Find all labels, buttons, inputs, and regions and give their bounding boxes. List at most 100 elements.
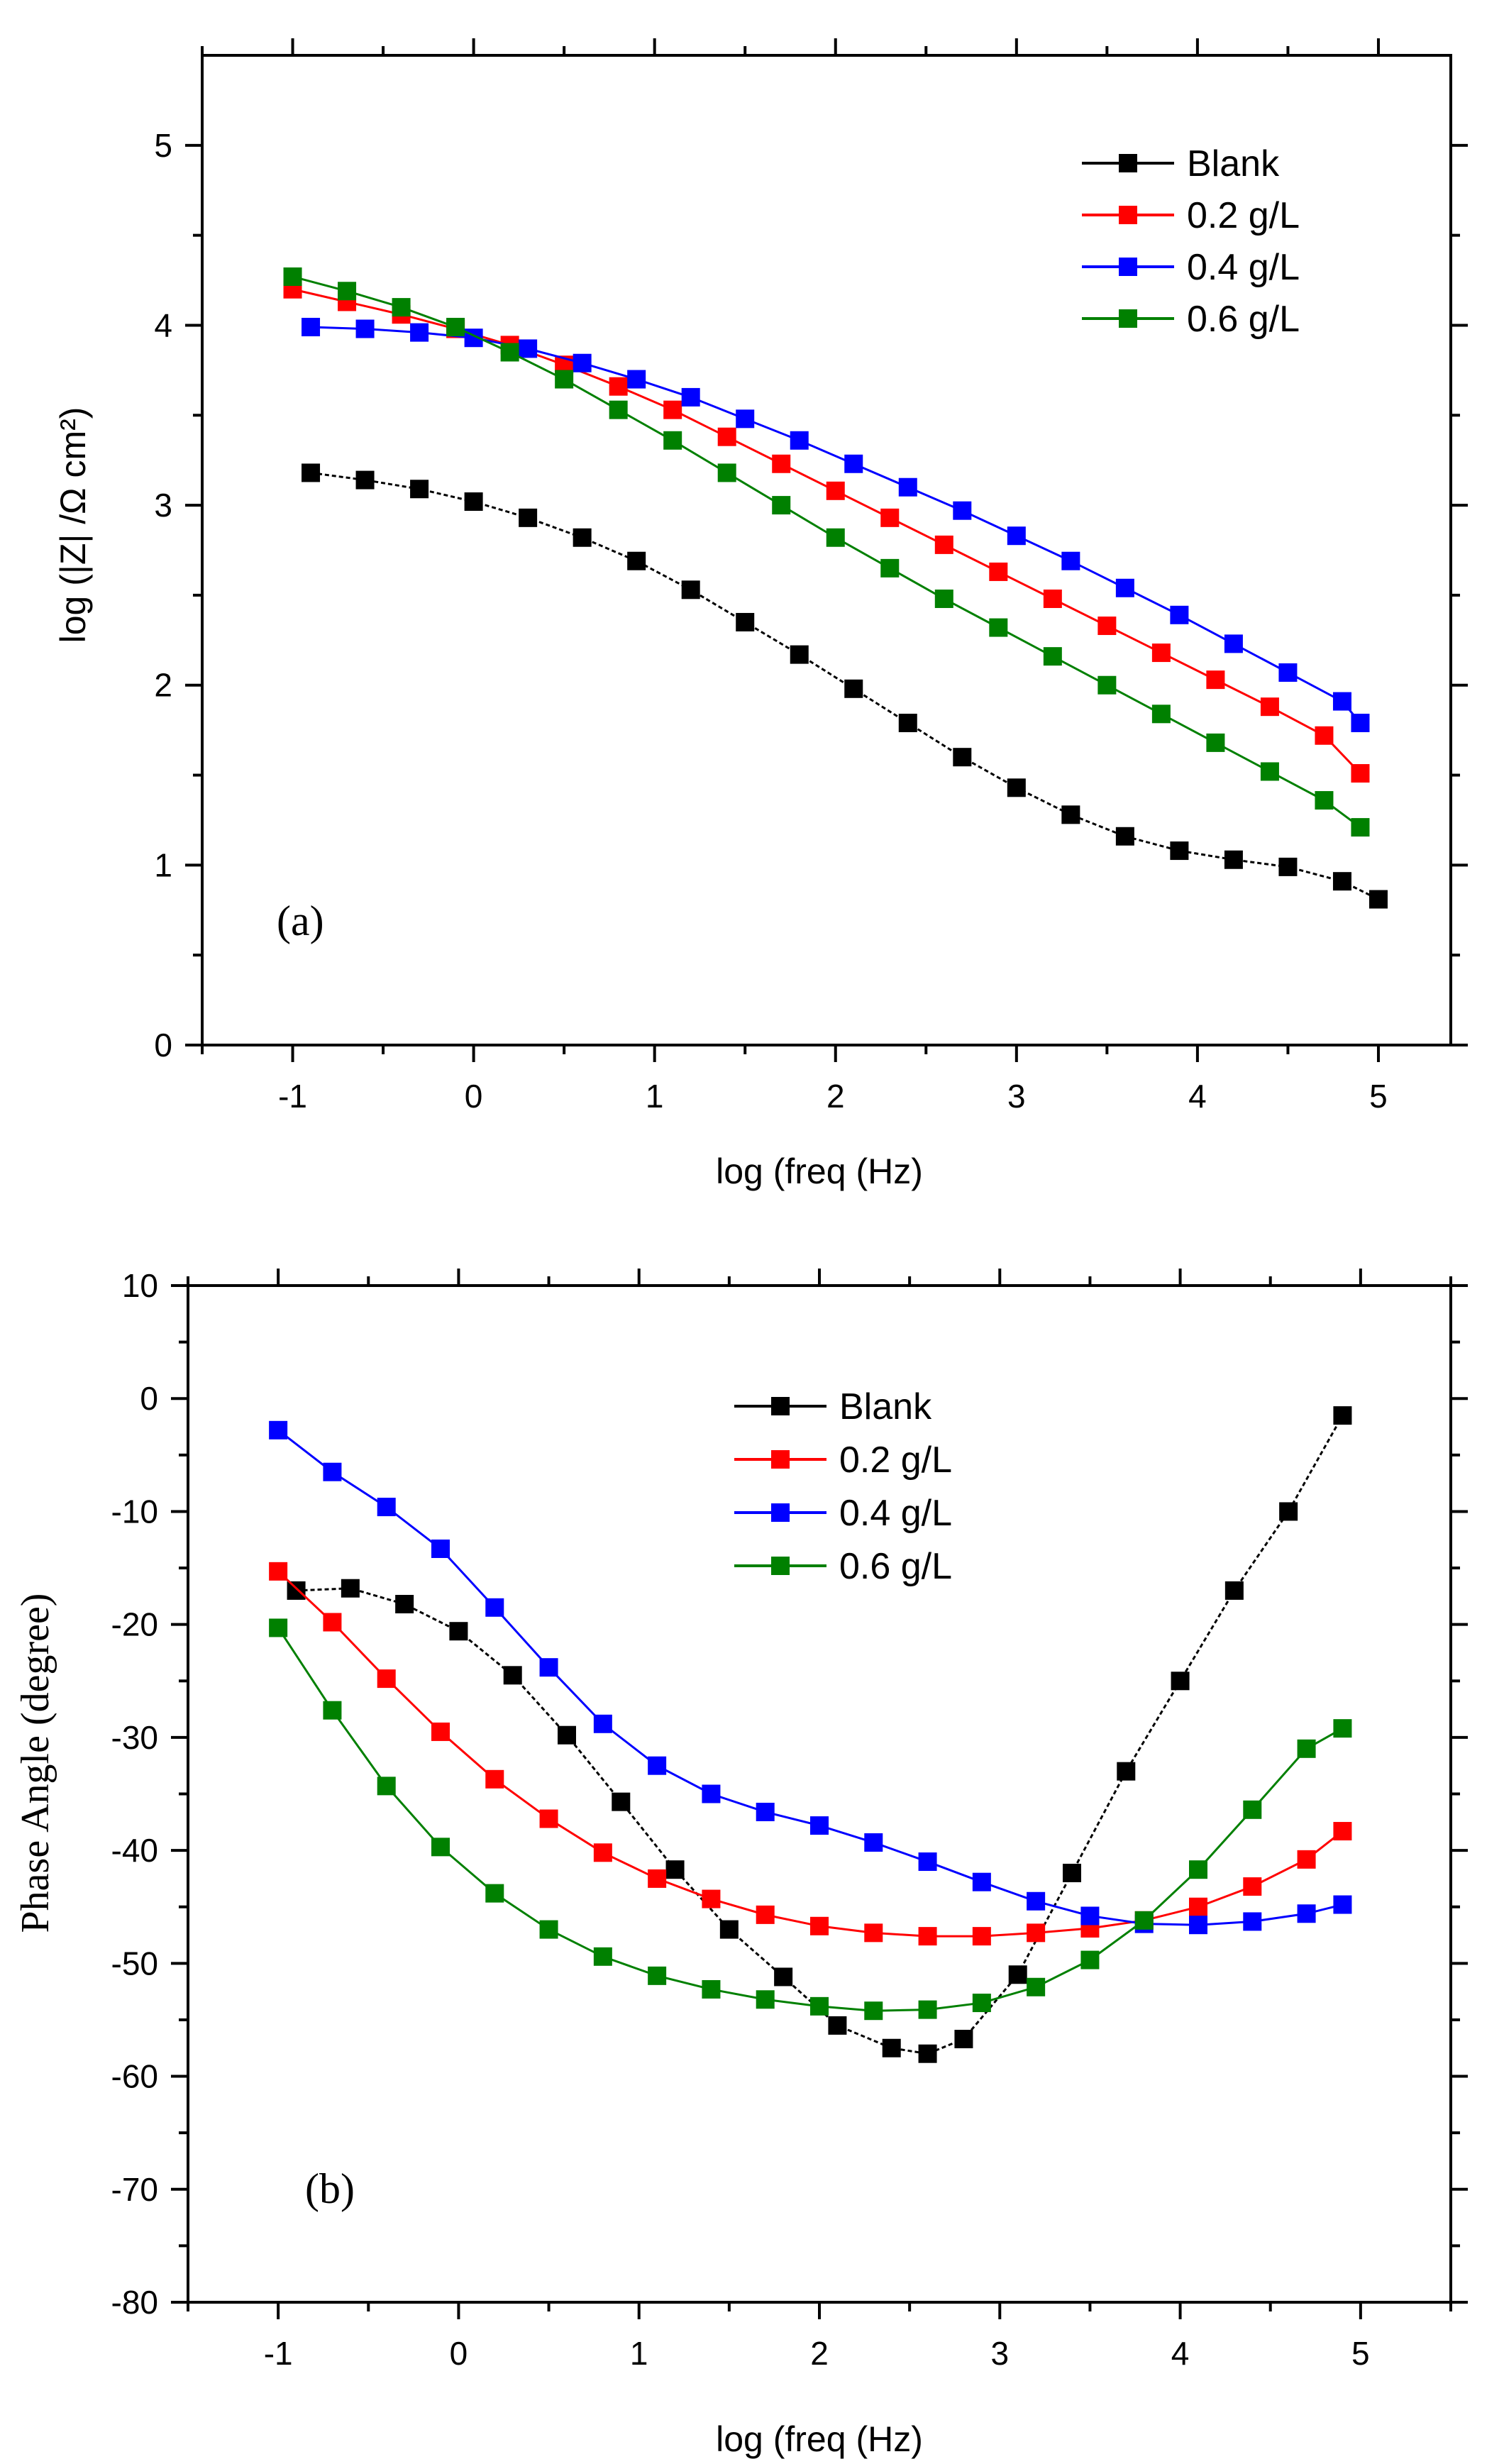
data-point-blank — [665, 1860, 685, 1879]
y-tick-label: -10 — [111, 1493, 158, 1530]
y-tick-label: -30 — [111, 1719, 158, 1756]
panel-b-y-axis-title: Phase Angle (degree) — [13, 1593, 57, 1933]
data-point-0-6-g-l — [323, 1701, 342, 1720]
legend-marker-blank — [771, 1397, 790, 1415]
data-point-0-6-g-l — [1189, 1860, 1207, 1879]
data-point-blank — [302, 463, 321, 482]
data-point-0-6-g-l — [1206, 733, 1225, 752]
series-line-0-2-g-l — [277, 1570, 1344, 1938]
legend-marker-0-2-g-l — [1119, 206, 1137, 224]
data-point-0-6-g-l — [826, 528, 845, 547]
data-point-blank — [954, 2030, 973, 2049]
data-point-0-2-g-l — [772, 454, 791, 473]
data-point-0-6-g-l — [989, 618, 1008, 637]
series-line-0-4-g-l — [310, 326, 1361, 724]
data-point-blank — [558, 1725, 576, 1745]
data-point-0-6-g-l — [864, 2001, 883, 2021]
panel-b-data-marks — [269, 1406, 1352, 2063]
data-point-blank — [953, 748, 972, 767]
data-point-blank — [898, 713, 917, 732]
data-point-0-4-g-l — [519, 339, 538, 358]
panel-b-x-axis-title: log (freq (Hz) — [716, 2419, 923, 2459]
data-point-blank — [1061, 805, 1080, 824]
data-point-0-4-g-l — [736, 409, 755, 429]
data-point-0-4-g-l — [410, 323, 429, 342]
x-tick-label: 5 — [1351, 2335, 1370, 2372]
data-point-0-4-g-l — [1007, 526, 1026, 546]
data-point-blank — [774, 1967, 793, 1987]
legend-label-0-2-g-l: 0.2 g/L — [839, 1440, 952, 1481]
data-point-0-6-g-l — [880, 558, 900, 578]
data-point-0-4-g-l — [1027, 1891, 1046, 1911]
data-point-blank — [519, 508, 538, 527]
data-point-0-6-g-l — [609, 400, 628, 419]
panel-b-label: (b) — [305, 2165, 355, 2212]
data-point-0-2-g-l — [1243, 1877, 1262, 1896]
data-point-0-2-g-l — [269, 1562, 288, 1581]
y-tick-label: -70 — [111, 2171, 158, 2208]
data-point-0-6-g-l — [446, 317, 465, 336]
data-point-0-2-g-l — [485, 1769, 504, 1789]
data-point-blank — [449, 1622, 468, 1641]
data-point-0-2-g-l — [1333, 1822, 1352, 1841]
panel-a-impedance-chart: -1 0 1 2 3 4 5 0 1 2 3 4 5 Blank 0.2 g/L 0.4 g/L 0.6 g/… — [53, 38, 1468, 1191]
data-point-blank — [736, 612, 755, 631]
data-point-0-4-g-l — [810, 1816, 829, 1835]
y-tick-label: 3 — [154, 487, 172, 524]
data-point-0-4-g-l — [1224, 634, 1243, 653]
data-point-0-4-g-l — [1278, 663, 1298, 682]
legend-marker-0-2-g-l — [771, 1450, 790, 1469]
data-point-0-6-g-l — [431, 1838, 450, 1857]
data-point-0-4-g-l — [593, 1714, 612, 1733]
data-point-blank — [1368, 890, 1388, 909]
y-tick-label: 2 — [154, 667, 172, 704]
data-point-0-4-g-l — [681, 387, 700, 407]
data-point-0-2-g-l — [1260, 697, 1279, 717]
data-point-0-2-g-l — [539, 1809, 558, 1828]
data-point-0-6-g-l — [1351, 818, 1370, 837]
data-point-blank — [1115, 827, 1134, 846]
x-tick-label: 3 — [990, 2335, 1009, 2372]
legend-label-blank: Blank — [839, 1386, 932, 1427]
data-point-0-4-g-l — [702, 1784, 721, 1803]
data-point-0-6-g-l — [918, 2000, 937, 2019]
legend-marker-blank — [1119, 154, 1137, 172]
data-point-0-6-g-l — [772, 496, 791, 515]
legend-label-0-6-g-l: 0.6 g/L — [839, 1546, 952, 1587]
data-point-0-2-g-l — [756, 1905, 775, 1924]
data-point-blank — [1224, 1581, 1244, 1600]
panel-a-axes: -1 0 1 2 3 4 5 0 1 2 3 4 5 — [154, 38, 1468, 1115]
data-point-blank — [681, 580, 700, 600]
data-point-blank — [287, 1581, 306, 1600]
data-point-0-6-g-l — [810, 1996, 829, 2016]
data-point-blank — [1278, 857, 1298, 876]
data-point-0-2-g-l — [702, 1889, 721, 1908]
x-tick-label: 2 — [826, 1078, 845, 1115]
data-point-blank — [1171, 1672, 1190, 1691]
data-point-0-4-g-l — [355, 319, 375, 338]
x-tick-label: 2 — [810, 2335, 829, 2372]
data-point-0-4-g-l — [1297, 1904, 1316, 1923]
legend-label-blank: Blank — [1187, 143, 1280, 184]
data-point-0-4-g-l — [918, 1852, 937, 1872]
data-point-0-4-g-l — [844, 454, 863, 473]
data-point-0-6-g-l — [1243, 1800, 1262, 1819]
data-point-0-6-g-l — [1315, 791, 1334, 810]
data-point-0-6-g-l — [555, 370, 574, 389]
data-point-blank — [341, 1579, 360, 1598]
x-tick-label: 0 — [465, 1078, 483, 1115]
data-point-blank — [627, 551, 646, 570]
data-point-0-6-g-l — [269, 1618, 288, 1637]
data-point-0-6-g-l — [283, 267, 302, 286]
panel-a-y-axis-title: log (|Z| /Ω cm²) — [53, 407, 93, 643]
data-point-0-2-g-l — [609, 377, 628, 396]
y-tick-label: 10 — [122, 1267, 158, 1304]
legend-label-0-2-g-l: 0.2 g/L — [1187, 195, 1300, 236]
legend-label-0-4-g-l: 0.4 g/L — [1187, 247, 1300, 288]
data-point-blank — [612, 1792, 631, 1811]
data-point-0-6-g-l — [1027, 1977, 1046, 1996]
y-tick-label: -50 — [111, 1945, 158, 1982]
